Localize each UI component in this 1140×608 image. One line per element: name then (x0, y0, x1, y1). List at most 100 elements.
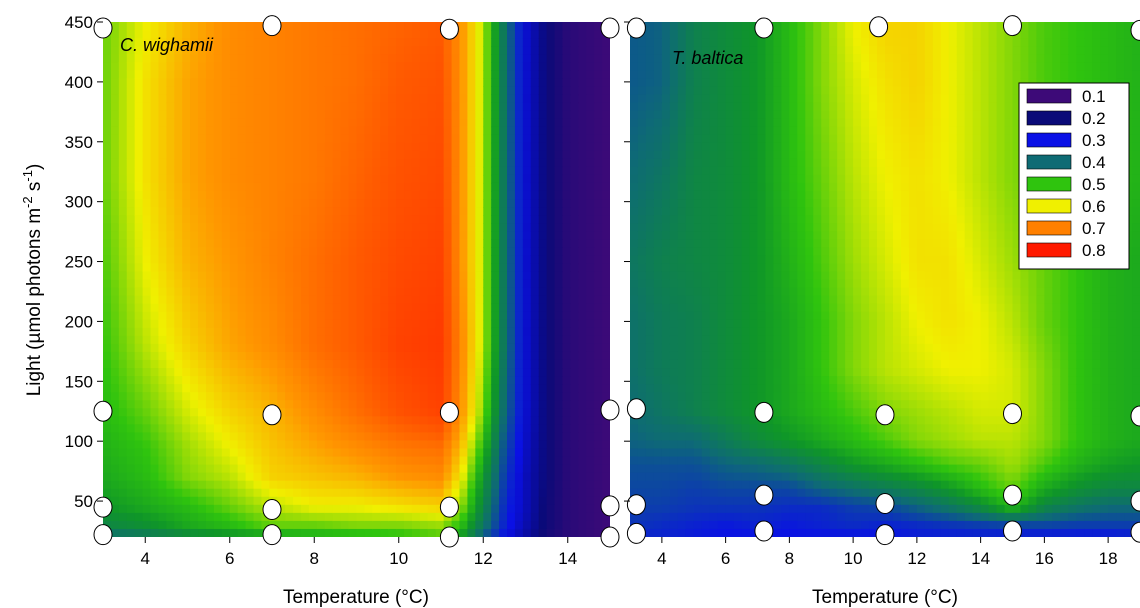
contour-cell (253, 392, 263, 401)
contour-cell (586, 54, 595, 63)
contour-cell (205, 504, 215, 514)
contour-cell (110, 255, 120, 265)
contour-cell (118, 118, 128, 128)
contour-cell (150, 30, 160, 39)
contour-cell (725, 488, 735, 498)
contour-cell (198, 408, 207, 417)
contour-cell (340, 54, 350, 63)
contour-cell (630, 351, 639, 361)
contour-cell (150, 255, 160, 265)
contour-cell (411, 223, 421, 232)
contour-cell (467, 287, 476, 297)
contour-cell (586, 384, 595, 393)
contour-cell (594, 102, 603, 112)
contour-cell (245, 359, 255, 369)
contour-cell (483, 150, 492, 160)
contour-cell (570, 142, 579, 152)
contour-cell (709, 142, 719, 152)
contour-cell (404, 239, 413, 248)
contour-cell (538, 118, 548, 128)
contour-cell (538, 46, 548, 55)
contour-cell (586, 62, 595, 71)
contour-cell (709, 231, 719, 240)
contour-cell (261, 166, 270, 176)
contour-cell (190, 247, 199, 256)
contour-cell (467, 504, 476, 514)
contour-cell (562, 295, 571, 305)
contour-cell (229, 279, 239, 289)
contour-cell (245, 174, 255, 184)
contour-cell (221, 166, 231, 176)
contour-cell (237, 343, 247, 353)
contour-cell (380, 359, 389, 369)
contour-cell (467, 520, 476, 530)
contour-cell (701, 456, 711, 466)
contour-cell (150, 287, 160, 297)
contour-cell (717, 54, 727, 63)
contour-cell (514, 472, 524, 482)
contour-cell (717, 343, 727, 353)
contour-cell (380, 190, 389, 200)
contour-cell (182, 30, 191, 39)
contour-cell (693, 30, 703, 39)
contour-cell (586, 231, 595, 240)
contour-cell (269, 327, 278, 337)
contour-cell (372, 78, 381, 87)
contour-cell (419, 231, 429, 240)
contour-cell (653, 199, 663, 208)
contour-cell (701, 110, 711, 120)
contour-cell (602, 287, 610, 297)
contour-cell (701, 174, 711, 184)
contour-cell (324, 376, 334, 385)
contour-cell (245, 94, 255, 104)
contour-cell (554, 150, 564, 160)
contour-cell (538, 480, 548, 490)
contour-cell (253, 110, 263, 120)
contour-cell (229, 207, 239, 216)
contour-cell (261, 279, 270, 289)
contour-cell (190, 231, 199, 240)
contour-cell (443, 424, 453, 433)
contour-cell (554, 351, 564, 361)
contour-cell (190, 504, 199, 514)
contour-cell (443, 62, 453, 71)
contour-cell (118, 343, 128, 353)
contour-cell (419, 190, 429, 200)
contour-cell (364, 54, 373, 63)
contour-cell (316, 118, 326, 128)
contour-cell (198, 70, 207, 79)
contour-cell (126, 303, 136, 313)
contour-cell (237, 376, 247, 385)
contour-cell (483, 231, 492, 240)
contour-cell (316, 448, 326, 458)
sample-points-c-wighamii (93, 15, 620, 548)
contour-cell (427, 78, 437, 87)
contour-cell (126, 118, 136, 128)
contour-cell (586, 464, 595, 474)
contour-cell (499, 54, 508, 63)
contour-cell (546, 22, 556, 31)
contour-cell (717, 368, 727, 377)
contour-cell (554, 22, 564, 31)
contour-cell (118, 263, 128, 273)
contour-cell (645, 174, 655, 184)
contour-cell (134, 190, 144, 200)
contour-cell (685, 207, 695, 216)
contour-cell (269, 158, 278, 168)
contour-cell (637, 279, 647, 289)
contour-cell (316, 528, 326, 537)
contour-cell (725, 440, 735, 450)
contour-cell (245, 335, 255, 345)
contour-cell (554, 142, 564, 152)
contour-cell (134, 62, 144, 71)
contour-cell (669, 496, 679, 506)
contour-cell (205, 142, 215, 152)
contour-cell (411, 207, 421, 216)
contour-cell (372, 392, 381, 401)
contour-cell (717, 22, 727, 31)
contour-cell (396, 512, 405, 522)
contour-cell (332, 190, 342, 200)
contour-cell (602, 142, 610, 152)
contour-cell (435, 158, 445, 168)
contour-cell (229, 432, 239, 442)
